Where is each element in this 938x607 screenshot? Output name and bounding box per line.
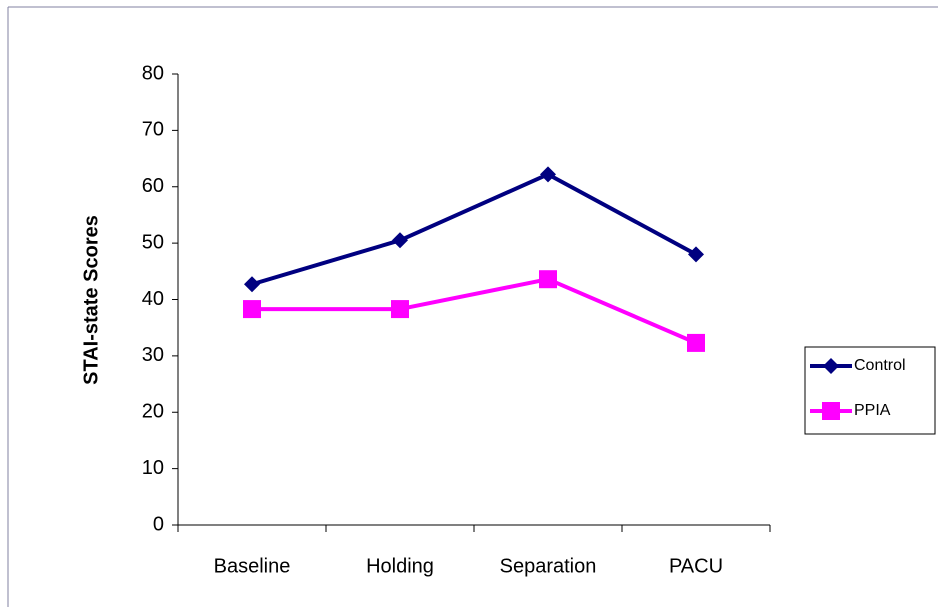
y-tick-label: 0	[153, 513, 164, 535]
data-point	[687, 333, 705, 352]
y-tick-label: 60	[142, 175, 164, 197]
data-point	[391, 300, 409, 319]
y-tick-label: 20	[142, 401, 164, 423]
y-axis-label: STAI-state Scores	[80, 215, 102, 385]
x-tick-label: Baseline	[214, 555, 291, 577]
legend-marker	[823, 358, 839, 374]
series-line	[252, 277, 697, 345]
y-tick-label: 70	[142, 119, 164, 141]
data-point	[244, 276, 260, 293]
y-tick-label: 80	[142, 62, 164, 84]
data-point	[688, 246, 704, 263]
y-tick-label: 50	[142, 231, 164, 253]
legend-label: Control	[854, 357, 906, 374]
y-tick-label: 10	[142, 457, 164, 479]
data-point	[540, 166, 556, 183]
data-point	[539, 270, 557, 289]
x-tick-label: Separation	[500, 555, 597, 577]
y-tick-label: 40	[142, 288, 164, 310]
x-tick-label: PACU	[669, 555, 723, 577]
x-tick-label: Holding	[366, 555, 434, 577]
legend-label: PPIA	[854, 402, 891, 419]
series-line	[251, 172, 697, 287]
data-point	[243, 300, 261, 319]
data-point	[392, 232, 408, 249]
legend-marker	[822, 402, 840, 420]
y-tick-label: 30	[142, 344, 164, 366]
